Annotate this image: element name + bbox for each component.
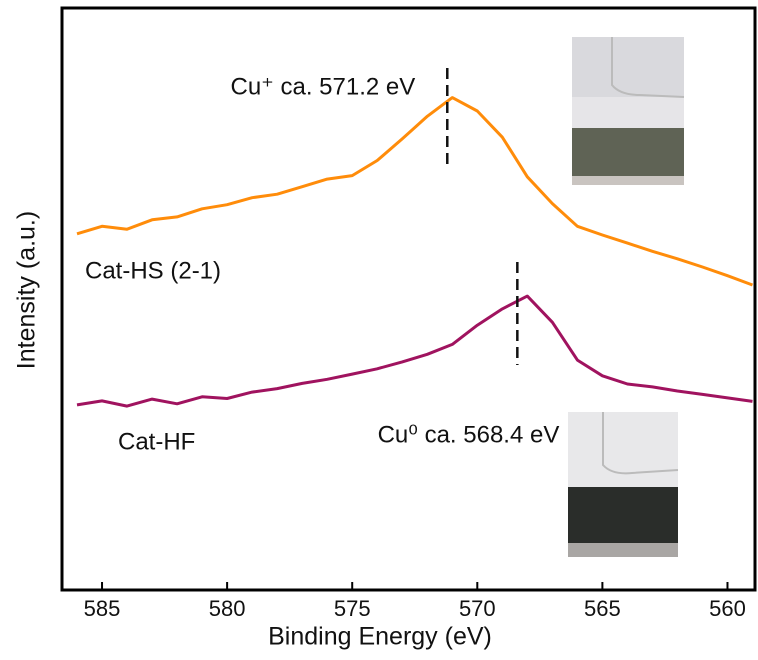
series-label: Cat-HS (2-1) [85, 257, 221, 284]
series-line [76, 294, 753, 408]
x-tick-label: 560 [709, 596, 746, 621]
series-line [76, 96, 754, 287]
x-tick-label: 565 [584, 596, 621, 621]
x-tick-label: 585 [84, 596, 121, 621]
x-tick-label: 570 [459, 596, 496, 621]
y-axis-label: Intensity (a.u.) [13, 211, 41, 369]
x-tick-label: 580 [209, 596, 246, 621]
plot-frame [60, 6, 757, 592]
annotation: Cu⁰ ca. 568.4 eV [378, 421, 560, 448]
annotation: Cu⁺ ca. 571.2 eV [230, 73, 415, 100]
photo-inset [572, 37, 685, 185]
x-tick-label: 575 [334, 596, 371, 621]
x-axis-label: Binding Energy (eV) [268, 623, 492, 651]
photo-inset [568, 412, 679, 557]
series-label: Cat-HF [118, 428, 195, 455]
